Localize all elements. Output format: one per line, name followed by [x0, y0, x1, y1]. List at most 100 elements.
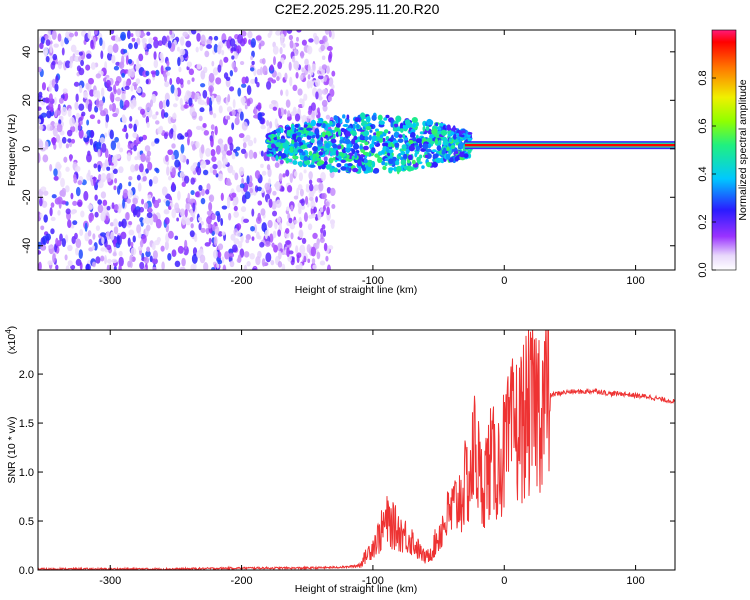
noise-dot: [301, 39, 307, 46]
cluster-dot: [332, 167, 339, 173]
noise-dot: [199, 107, 205, 113]
noise-dot: [40, 186, 47, 192]
noise-dot: [303, 212, 308, 222]
cluster-dot: [339, 139, 344, 144]
noise-dot: [243, 251, 250, 258]
cluster-dot: [432, 153, 439, 158]
cluster-dot: [401, 144, 407, 150]
noise-dot: [61, 238, 66, 248]
noise-dot: [261, 170, 267, 176]
noise-dot: [104, 255, 107, 265]
noise-dot: [97, 164, 101, 172]
cluster-dot: [363, 170, 369, 174]
noise-dot: [189, 230, 195, 238]
noise-dot: [276, 76, 280, 82]
noise-dot: [315, 91, 319, 100]
cluster-dot: [422, 143, 429, 150]
noise-dot: [319, 260, 326, 266]
noise-dot: [224, 157, 229, 165]
noise-dot: [299, 188, 304, 197]
cluster-dot: [427, 143, 432, 149]
noise-dot: [284, 72, 288, 81]
noise-dot: [196, 63, 202, 70]
noise-dot: [321, 88, 328, 95]
noise-dot: [61, 136, 67, 144]
noise-dot: [174, 235, 179, 241]
noise-dot: [310, 102, 316, 111]
noise-dot: [119, 147, 124, 153]
noise-dot: [244, 104, 248, 110]
noise-dot: [242, 142, 247, 149]
noise-dot: [132, 197, 138, 205]
noise-dot: [196, 32, 201, 42]
noise-dot: [226, 150, 233, 156]
cluster-dot: [397, 138, 404, 143]
noise-dot: [208, 194, 215, 203]
noise-dot: [256, 81, 260, 88]
y-tick-label: 0: [21, 146, 33, 152]
noise-dot: [187, 79, 191, 85]
noise-dot: [64, 185, 70, 193]
noise-dot: [140, 153, 146, 163]
cluster-dot: [446, 124, 451, 131]
noise-dot: [194, 94, 198, 103]
noise-dot: [168, 230, 174, 239]
cluster-dot: [303, 159, 311, 165]
noise-dot: [246, 175, 250, 185]
noise-dot: [211, 267, 216, 270]
noise-dot: [48, 93, 53, 102]
noise-dot: [312, 264, 318, 270]
noise-dot: [183, 245, 189, 256]
noise-dot: [277, 260, 283, 268]
noise-dot: [73, 81, 80, 87]
noise-dot: [106, 205, 111, 211]
noise-dot: [210, 138, 214, 148]
noise-dot: [240, 148, 247, 155]
cluster-dot: [454, 156, 459, 162]
noise-dot: [128, 123, 133, 129]
noise-dot: [254, 185, 259, 193]
noise-dot: [238, 166, 245, 176]
noise-dot: [292, 106, 297, 116]
cluster-dot: [452, 133, 457, 140]
noise-dot: [204, 242, 211, 247]
noise-dot: [60, 177, 65, 188]
colorbar-ticks: 0.0 0.2 0.4 0.6 0.8: [697, 70, 716, 278]
noise-dot: [241, 30, 247, 37]
cluster-dot: [398, 134, 403, 139]
noise-dot: [221, 205, 228, 210]
noise-dot: [140, 108, 146, 115]
noise-dot: [130, 247, 137, 256]
cluster-dot: [372, 169, 379, 174]
x-tick-label: -100: [362, 275, 384, 287]
noise-dot: [245, 233, 251, 241]
noise-dot: [49, 125, 53, 131]
noise-dot: [116, 234, 120, 245]
cluster-dot: [296, 136, 302, 143]
noise-dot: [92, 233, 96, 240]
noise-dot: [113, 226, 119, 235]
noise-dot: [50, 228, 55, 235]
noise-dot: [182, 31, 189, 38]
cluster-dot: [346, 114, 350, 120]
noise-dot: [251, 60, 255, 66]
noise-dot: [49, 163, 53, 172]
noise-dot: [250, 55, 254, 61]
noise-dot: [245, 238, 250, 244]
noise-dot: [306, 243, 311, 253]
noise-dot: [70, 264, 76, 270]
noise-dot: [265, 80, 272, 90]
noise-dot: [145, 154, 151, 163]
noise-dot: [239, 111, 244, 121]
noise-dot: [202, 89, 208, 99]
noise-dot: [327, 95, 333, 102]
noise-dot: [194, 234, 198, 243]
noise-dot: [212, 113, 217, 119]
noise-dot: [42, 190, 49, 196]
noise-dot: [321, 99, 328, 107]
noise-dot: [229, 260, 235, 268]
noise-dot: [215, 210, 220, 217]
noise-dot: [206, 183, 211, 191]
noise-dot: [40, 112, 47, 118]
noise-dot: [234, 151, 239, 157]
